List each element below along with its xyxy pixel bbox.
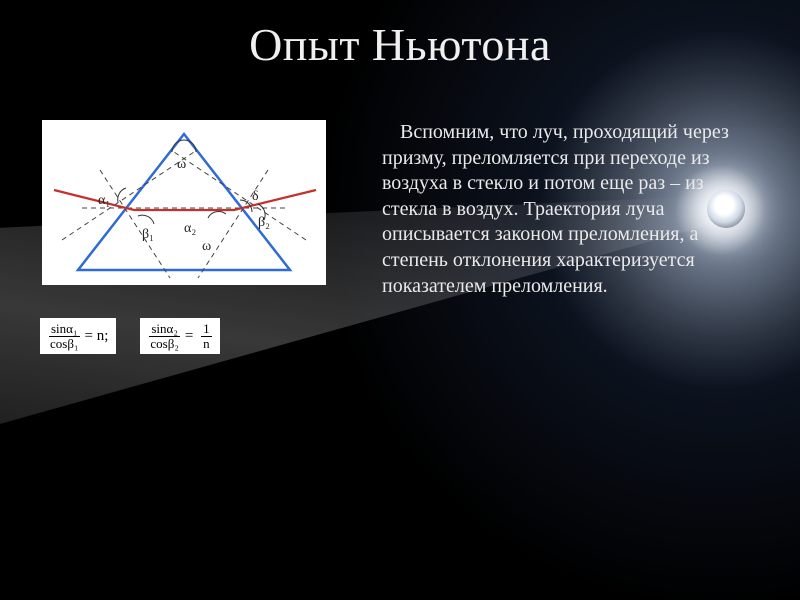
svg-text:α₂: α₂ [184,221,196,236]
svg-text:δ: δ [252,189,259,204]
formula-1: sinα₁ cosβ₁ = n; [40,318,116,354]
svg-text:ω: ω [202,239,211,254]
formulas-row: sinα₁ cosβ₁ = n; sinα₂ cosβ₂ = 1 n [40,318,220,354]
formula-2: sinα₂ cosβ₂ = 1 n [140,318,219,354]
svg-text:ω: ω [177,157,186,172]
refracted-ray [54,190,316,210]
prism-diagram: ω α₁ β₁ α₂ ω δ β₂ [42,120,326,285]
angle-labels: ω α₁ β₁ α₂ ω δ β₂ [98,157,270,254]
body-text: Вспомним, что луч, проходящий через приз… [382,120,742,299]
svg-text:β₂: β₂ [258,215,270,230]
svg-text:β₁: β₁ [142,227,154,242]
svg-text:α₁: α₁ [98,193,110,208]
slide-title: Опыт Ньютона [0,18,800,71]
slide: Опыт Ньютона [0,0,800,600]
